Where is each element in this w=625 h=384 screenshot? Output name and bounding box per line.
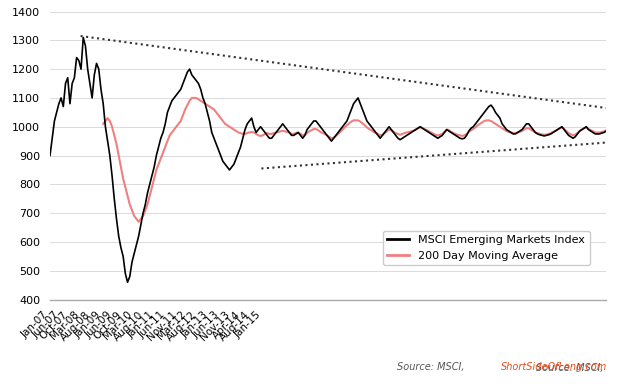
Text: ShortSideOfLong.com: ShortSideOfLong.com — [501, 362, 608, 372]
Text: Source: MSCI,: Source: MSCI, — [397, 362, 468, 372]
Legend: MSCI Emerging Markets Index, 200 Day Moving Average: MSCI Emerging Markets Index, 200 Day Mov… — [382, 231, 589, 265]
Text: Source: MSCI,: Source: MSCI, — [536, 363, 606, 373]
